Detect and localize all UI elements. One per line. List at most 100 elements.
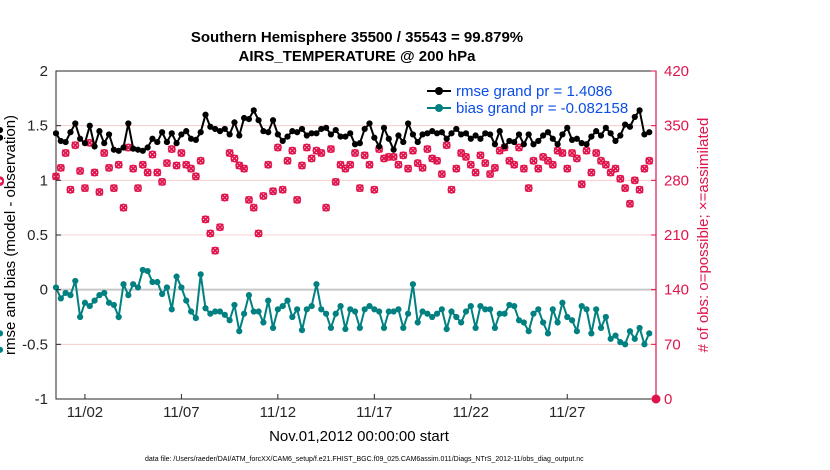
obs-assimilated-point — [442, 141, 451, 150]
obs-possible-point — [264, 160, 273, 169]
chart-title: Southern Hemisphere 35500 / 35543 = 99.8… — [191, 29, 523, 46]
obs-assimilated-point — [264, 160, 273, 169]
rmse-point — [511, 138, 518, 146]
bias-point — [226, 317, 233, 324]
obs-possible-point — [225, 149, 234, 158]
obs-possible-point — [201, 215, 210, 224]
obs-assimilated-point — [52, 172, 60, 181]
rmse-point — [303, 132, 310, 139]
obs-possible-point — [524, 184, 533, 193]
obs-possible-point — [365, 160, 374, 169]
obs-assimilated-point — [192, 172, 200, 181]
y-tick-label: 0 — [40, 282, 48, 299]
bias-point — [544, 330, 552, 337]
obs-possible-point — [437, 170, 446, 179]
rmse-point — [269, 117, 277, 124]
bias-point — [125, 292, 132, 299]
obs-possible-point — [133, 184, 142, 193]
bias-point — [72, 277, 79, 285]
obs-assimilated-point — [216, 223, 224, 232]
obs-assimilated-point — [158, 178, 166, 186]
rmse-point — [400, 138, 407, 146]
obs-assimilated-point — [153, 168, 162, 177]
obs-assimilated-point — [529, 156, 538, 165]
rmse-point — [419, 131, 426, 138]
obs-possible-point — [442, 141, 451, 150]
rmse-point — [573, 135, 581, 142]
obs-possible-point — [105, 163, 114, 172]
bias-point — [404, 310, 412, 317]
rmse-series — [0, 107, 653, 154]
rmse-point — [540, 132, 547, 139]
obs-assimilated-point — [346, 160, 355, 169]
obs-assimilated-point — [240, 164, 248, 173]
bias-point — [501, 310, 508, 317]
obs-possible-point — [326, 145, 335, 154]
obs-possible-point — [510, 160, 519, 169]
obs-assimilated-point — [167, 145, 176, 153]
obs-assimilated-point — [558, 149, 567, 157]
bias-point — [472, 324, 479, 332]
rmse-point — [361, 125, 368, 133]
obs-possible-point — [215, 223, 224, 232]
rmse-point — [159, 129, 166, 136]
obs-possible-point — [114, 160, 123, 169]
obs-assimilated-point — [119, 203, 128, 212]
obs-assimilated-point — [630, 176, 639, 185]
bias-point — [506, 301, 513, 309]
bias-point — [400, 324, 407, 332]
obs-possible-point — [515, 143, 524, 152]
rmse-point — [467, 135, 474, 142]
obs-assimilated-point — [254, 229, 263, 238]
obs-possible-point — [471, 168, 480, 177]
rmse-point — [535, 137, 542, 145]
obs-possible-point — [592, 149, 601, 158]
bias-point — [236, 328, 243, 335]
rmse-point — [62, 138, 69, 146]
obs-possible-point — [66, 185, 75, 194]
obs-assimilated-point — [245, 196, 253, 204]
obs-possible-point — [196, 156, 205, 165]
x-tick-label: 11/07 — [163, 404, 199, 421]
obs-possible-point — [230, 154, 239, 163]
y2-tick-label: 140 — [664, 282, 689, 299]
rmse-point — [77, 135, 84, 142]
bias-point — [607, 335, 614, 342]
obs-assimilated-point — [61, 149, 70, 157]
rmse-point — [520, 141, 527, 148]
bias-point — [342, 325, 349, 333]
bias-point — [477, 302, 484, 310]
obs-assimilated-point — [438, 170, 446, 178]
obs-assimilated-point — [635, 185, 644, 194]
bias-point — [322, 310, 330, 317]
obs-possible-point — [582, 146, 591, 155]
obs-possible-point — [288, 146, 297, 155]
rmse-point — [491, 141, 499, 148]
rmse-point — [125, 120, 132, 127]
y2-tick-label: 210 — [664, 227, 689, 244]
bias-point — [617, 339, 624, 346]
bias-point — [361, 306, 368, 313]
obs-possible-point — [187, 164, 196, 173]
obs-assimilated-point — [481, 159, 490, 167]
obs-assimilated-point — [206, 229, 215, 238]
bias-point — [115, 313, 122, 321]
x-tick-label: 11/12 — [260, 404, 296, 421]
rmse-point — [554, 141, 561, 148]
obs-assimilated-point — [76, 167, 84, 175]
rmse-point — [67, 129, 74, 136]
rmse-point — [564, 124, 571, 131]
bias-point — [327, 324, 335, 332]
obs-assimilated-point — [626, 199, 634, 208]
rmse-point — [294, 129, 301, 136]
rmse-point — [96, 128, 103, 135]
obs-possible-point — [297, 161, 306, 170]
bias-point — [101, 289, 108, 297]
y2-axis-label: # of obs: o=possible; ×=assimilated — [695, 118, 712, 353]
obs-possible-point — [645, 156, 654, 165]
bias-point — [366, 302, 373, 310]
rmse-point — [486, 131, 494, 138]
obs-possible-point — [249, 203, 258, 212]
obs-assimilated-point — [331, 178, 340, 186]
rmse-point — [120, 144, 127, 151]
